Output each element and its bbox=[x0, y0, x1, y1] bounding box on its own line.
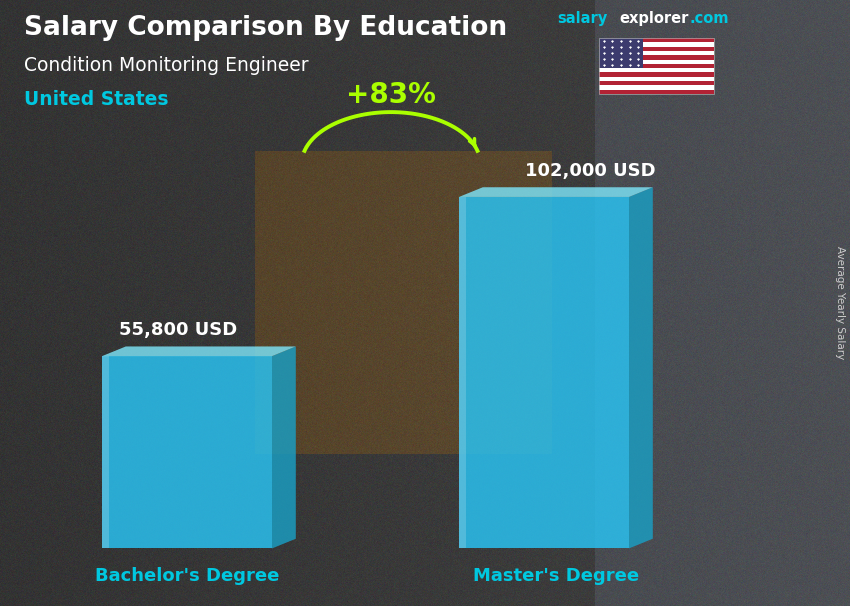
Text: 55,800 USD: 55,800 USD bbox=[119, 321, 238, 339]
Bar bbox=[599, 59, 714, 64]
Polygon shape bbox=[629, 187, 653, 548]
Bar bbox=[599, 77, 714, 81]
Polygon shape bbox=[459, 187, 653, 197]
Text: 102,000 USD: 102,000 USD bbox=[525, 162, 656, 180]
Bar bbox=[599, 90, 714, 94]
Bar bbox=[599, 73, 714, 77]
Polygon shape bbox=[459, 197, 466, 548]
Polygon shape bbox=[102, 356, 109, 548]
Text: United States: United States bbox=[24, 90, 168, 108]
Bar bbox=[599, 81, 714, 85]
Text: Salary Comparison By Education: Salary Comparison By Education bbox=[24, 15, 507, 41]
Text: Master's Degree: Master's Degree bbox=[473, 567, 639, 585]
Bar bbox=[599, 38, 714, 94]
Polygon shape bbox=[102, 356, 272, 548]
Text: +83%: +83% bbox=[346, 81, 436, 109]
Bar bbox=[599, 51, 714, 55]
Text: Average Yearly Salary: Average Yearly Salary bbox=[835, 247, 845, 359]
Text: explorer: explorer bbox=[620, 11, 689, 26]
Bar bbox=[599, 38, 643, 68]
Text: Condition Monitoring Engineer: Condition Monitoring Engineer bbox=[24, 56, 309, 75]
Bar bbox=[599, 38, 714, 42]
Bar bbox=[599, 64, 714, 68]
Bar bbox=[599, 42, 714, 47]
Polygon shape bbox=[272, 347, 296, 548]
Text: salary: salary bbox=[557, 11, 607, 26]
Bar bbox=[599, 47, 714, 51]
Bar bbox=[599, 85, 714, 90]
Text: .com: .com bbox=[689, 11, 728, 26]
Text: Bachelor's Degree: Bachelor's Degree bbox=[95, 567, 279, 585]
Bar bbox=[599, 55, 714, 59]
Polygon shape bbox=[102, 347, 296, 356]
Bar bbox=[599, 68, 714, 73]
Polygon shape bbox=[459, 197, 629, 548]
